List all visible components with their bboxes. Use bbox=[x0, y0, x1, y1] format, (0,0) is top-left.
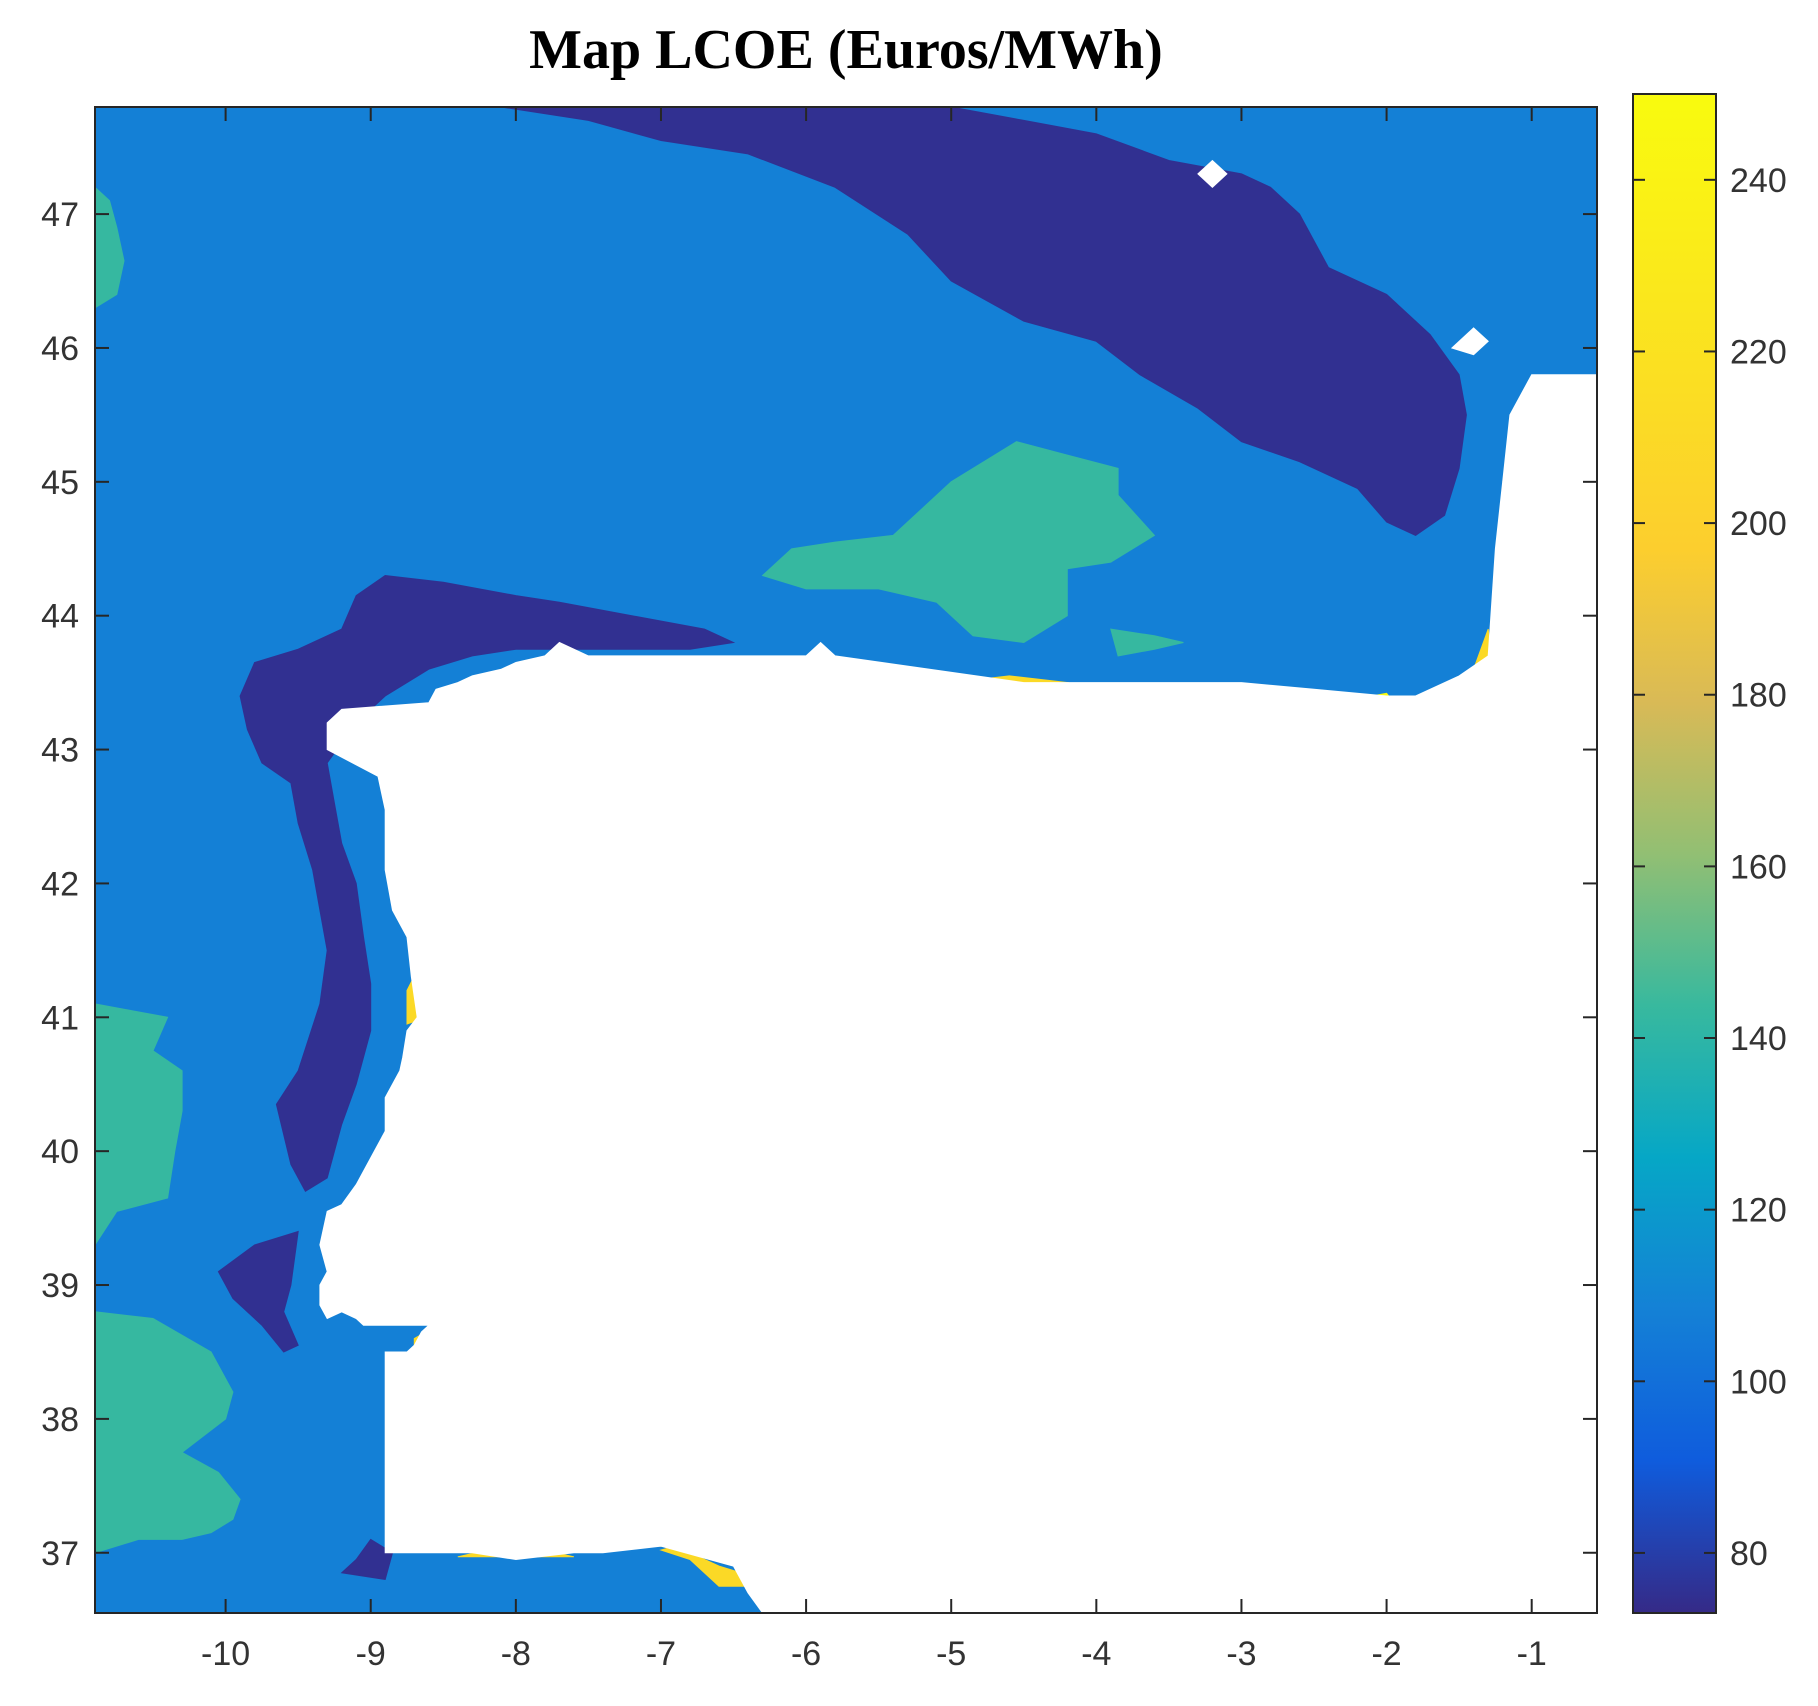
chart-title: Map LCOE (Euros/MWh) bbox=[529, 19, 1163, 81]
y-tick-label: 38 bbox=[41, 1401, 79, 1439]
colorbar-tick-label: 180 bbox=[1730, 677, 1787, 715]
colorbar-tick-label: 240 bbox=[1730, 162, 1787, 200]
plot-frame bbox=[94, 106, 1598, 1614]
lcoe-region-2 bbox=[95, 186, 125, 309]
colorbar-gradient bbox=[1633, 94, 1716, 1613]
lcoe-region-5 bbox=[501, 107, 1467, 536]
lcoe-region-3 bbox=[761, 441, 1156, 644]
y-tick-label: 45 bbox=[41, 464, 79, 502]
x-tick-label: -8 bbox=[501, 1635, 531, 1673]
colorbar-frame bbox=[1632, 93, 1717, 1614]
y-tick-label: 41 bbox=[41, 999, 79, 1037]
colorbar-tick-label: 160 bbox=[1730, 848, 1787, 886]
land-mask-2 bbox=[1197, 159, 1228, 188]
x-tick-label: -7 bbox=[646, 1635, 676, 1673]
colorbar: 80 100 120 140 160 180 200 220 240 bbox=[1632, 93, 1787, 1614]
y-tick-label: 43 bbox=[41, 732, 79, 770]
colorbar-tick-label: 100 bbox=[1730, 1363, 1787, 1401]
colorbar-tick-label: 140 bbox=[1730, 1020, 1787, 1058]
colorbar-tick-label: 120 bbox=[1730, 1192, 1787, 1230]
lcoe-region-1 bbox=[95, 1003, 183, 1246]
land-mask-0 bbox=[319, 374, 1597, 1613]
colorbar-tick-label: 220 bbox=[1730, 333, 1787, 371]
x-tick-label: -4 bbox=[1081, 1635, 1111, 1673]
x-axis: -10 -9 -8 -7 -6 -5 -4 -3 -2 -1 bbox=[201, 107, 1547, 1673]
colorbar-tick-label: 200 bbox=[1730, 505, 1787, 543]
colorbar-tick-label: 80 bbox=[1730, 1535, 1768, 1573]
y-axis: 37 38 39 40 41 42 43 44 45 46 47 bbox=[41, 196, 1597, 1573]
lcoe-region-4 bbox=[1110, 628, 1184, 657]
y-tick-label: 42 bbox=[41, 865, 79, 903]
lcoe-region-8 bbox=[340, 1538, 394, 1581]
plot-area bbox=[95, 107, 1597, 1613]
lcoe-region-7 bbox=[217, 1230, 299, 1353]
y-tick-label: 46 bbox=[41, 330, 79, 368]
x-tick-label: -1 bbox=[1517, 1635, 1547, 1673]
y-tick-label: 37 bbox=[41, 1535, 79, 1573]
colorbar-ticks: 80 100 120 140 160 180 200 220 240 bbox=[1633, 162, 1787, 1573]
lcoe-region-0 bbox=[95, 1311, 241, 1554]
x-tick-label: -3 bbox=[1226, 1635, 1256, 1673]
x-tick-label: -10 bbox=[201, 1635, 250, 1673]
x-tick-label: -2 bbox=[1371, 1635, 1401, 1673]
y-tick-label: 47 bbox=[41, 196, 79, 234]
x-tick-label: -9 bbox=[356, 1635, 386, 1673]
y-tick-label: 39 bbox=[41, 1267, 79, 1305]
land-mask-1 bbox=[1450, 327, 1489, 356]
y-tick-label: 40 bbox=[41, 1133, 79, 1171]
y-tick-label: 44 bbox=[41, 598, 79, 636]
lcoe-region-6 bbox=[239, 574, 736, 1193]
x-tick-label: -5 bbox=[936, 1635, 966, 1673]
x-tick-label: -6 bbox=[791, 1635, 821, 1673]
